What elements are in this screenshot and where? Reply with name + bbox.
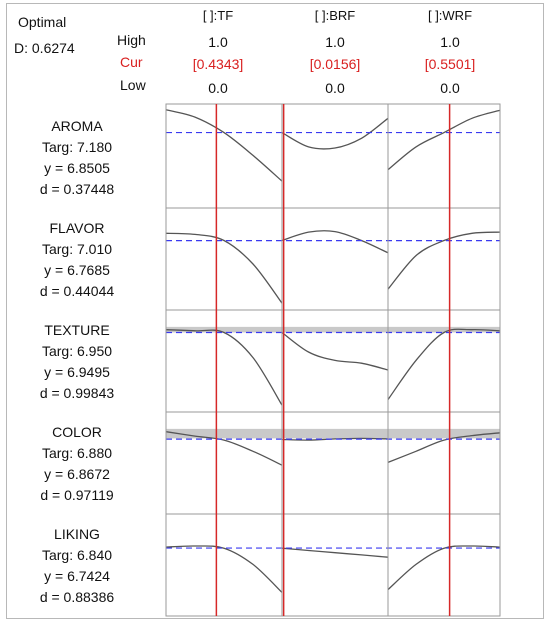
response-name: AROMA (51, 118, 103, 134)
response-predicted: y = 6.8672 (44, 466, 110, 482)
response-curve (165, 545, 283, 593)
response-desirability: d = 0.88386 (39, 589, 115, 605)
factor-low-brf: 0.0 (325, 80, 345, 96)
response-predicted: y = 6.8505 (44, 160, 110, 176)
desirability-band (166, 428, 500, 439)
response-curve (387, 109, 501, 171)
panel-border (387, 513, 501, 617)
response-curve (387, 432, 501, 464)
response-curve (165, 329, 283, 406)
panel-border (387, 411, 501, 515)
factor-high-tf: 1.0 (208, 34, 228, 50)
response-desirability: d = 0.44044 (39, 283, 115, 299)
factor-name-brf: [ ]:BRF (314, 8, 356, 23)
response-curve (281, 230, 389, 254)
factor-low-tf: 0.0 (208, 80, 228, 96)
response-desirability: d = 0.99843 (39, 385, 115, 401)
panel-border (281, 103, 389, 209)
optimizer-frame (6, 3, 544, 619)
factor-cur-brf[interactable]: [0.0156] (309, 56, 361, 72)
response-curve (387, 328, 501, 400)
factor-name-wrf: [ ]:WRF (427, 8, 473, 23)
response-predicted: y = 6.7685 (44, 262, 110, 278)
response-target: Targ: 6.880 (41, 445, 113, 461)
panel-border (387, 207, 501, 311)
response-curve (387, 231, 501, 290)
panel-border (165, 309, 283, 413)
response-predicted: y = 6.9495 (44, 364, 110, 380)
response-target: Targ: 6.840 (41, 547, 113, 563)
factor-name-tf: [ ]:TF (202, 8, 234, 23)
low-row-label: Low (120, 77, 146, 93)
response-target: Targ: 6.950 (41, 343, 113, 359)
response-curve (281, 331, 389, 371)
optimal-label: Optimal (18, 14, 67, 30)
response-name: LIKING (54, 526, 100, 542)
panel-border (387, 309, 501, 413)
panel-border (165, 103, 283, 209)
composite-desirability: D: 0.6274 (14, 40, 75, 56)
panel-border (165, 513, 283, 617)
response-predicted: y = 6.7424 (44, 568, 110, 584)
response-target: Targ: 7.010 (41, 241, 113, 257)
factor-high-wrf: 1.0 (440, 34, 460, 50)
response-desirability: d = 0.97119 (40, 487, 114, 503)
response-curve (281, 547, 389, 558)
factor-cur-tf[interactable]: [0.4343] (192, 56, 244, 72)
panel-border (165, 207, 283, 311)
response-curve (165, 232, 283, 304)
desirability-band (166, 326, 500, 333)
response-name: COLOR (52, 424, 102, 440)
response-target: Targ: 7.180 (41, 139, 113, 155)
factor-cur-wrf[interactable]: [0.5501] (424, 56, 476, 72)
panel-border (281, 411, 389, 515)
panel-border (281, 207, 389, 311)
panel-border (165, 411, 283, 515)
response-desirability: d = 0.37448 (39, 181, 115, 197)
factor-low-wrf: 0.0 (440, 80, 460, 96)
response-name: FLAVOR (49, 220, 105, 236)
response-curve (165, 431, 283, 466)
cur-row-label: Cur (120, 54, 143, 70)
response-curve (387, 545, 501, 591)
high-row-label: High (117, 32, 146, 48)
response-curve (281, 117, 389, 150)
factor-high-brf: 1.0 (325, 34, 345, 50)
panel-border (281, 513, 389, 617)
response-name: TEXTURE (44, 322, 110, 338)
response-curve (165, 109, 283, 182)
response-curve (281, 437, 389, 441)
